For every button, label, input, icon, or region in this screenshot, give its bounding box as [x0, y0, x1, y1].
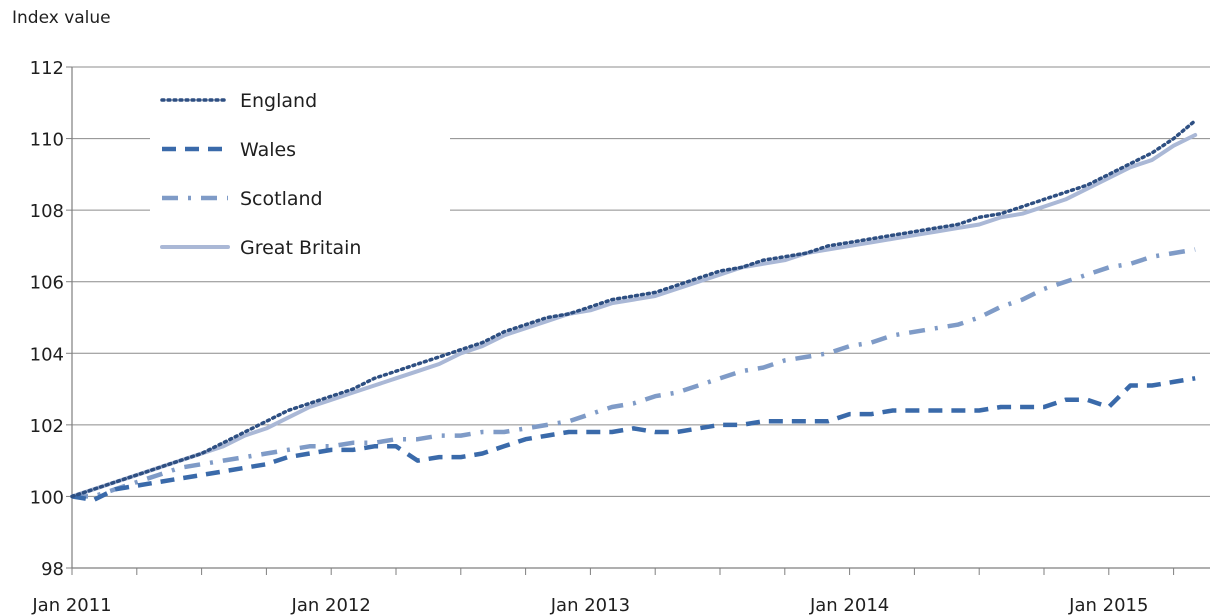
- series-line-great-britain: [70, 133, 1198, 499]
- y-tick-label: 106: [30, 273, 64, 294]
- y-tick-label: 104: [30, 344, 64, 365]
- legend: England Wales Scotland Great Britain: [150, 78, 450, 270]
- axes: 98 100 102 104 106 108 110 112 Jan 2011 Jan 2012 J…: [30, 58, 1210, 616]
- series-lines: [70, 118, 1198, 503]
- y-axis-title: Index value: [12, 8, 111, 28]
- series-line-scotland: [72, 247, 1196, 499]
- y-tick-label: 112: [30, 58, 64, 79]
- x-tick-label: Jan 2011: [31, 595, 111, 616]
- y-tick-label: 102: [30, 416, 64, 437]
- legend-label: England: [240, 90, 317, 112]
- y-tick-label: 100: [30, 487, 64, 508]
- y-tick-label: 98: [41, 559, 64, 580]
- x-tick-label: Jan 2012: [291, 595, 371, 616]
- legend-label: Scotland: [240, 188, 323, 210]
- series-line-england: [70, 118, 1197, 499]
- x-tick-label: Jan 2013: [550, 595, 630, 616]
- legend-label: Wales: [240, 139, 296, 161]
- y-tick-label: 108: [30, 201, 64, 222]
- x-tick-label: Jan 2015: [1068, 595, 1148, 616]
- legend-label: Great Britain: [240, 237, 361, 259]
- gridlines: [72, 66, 1210, 497]
- series-line-wales: [71, 376, 1196, 503]
- legend-background: [150, 78, 450, 270]
- y-tick-label: 110: [30, 130, 64, 151]
- x-tick-label: Jan 2014: [809, 595, 889, 616]
